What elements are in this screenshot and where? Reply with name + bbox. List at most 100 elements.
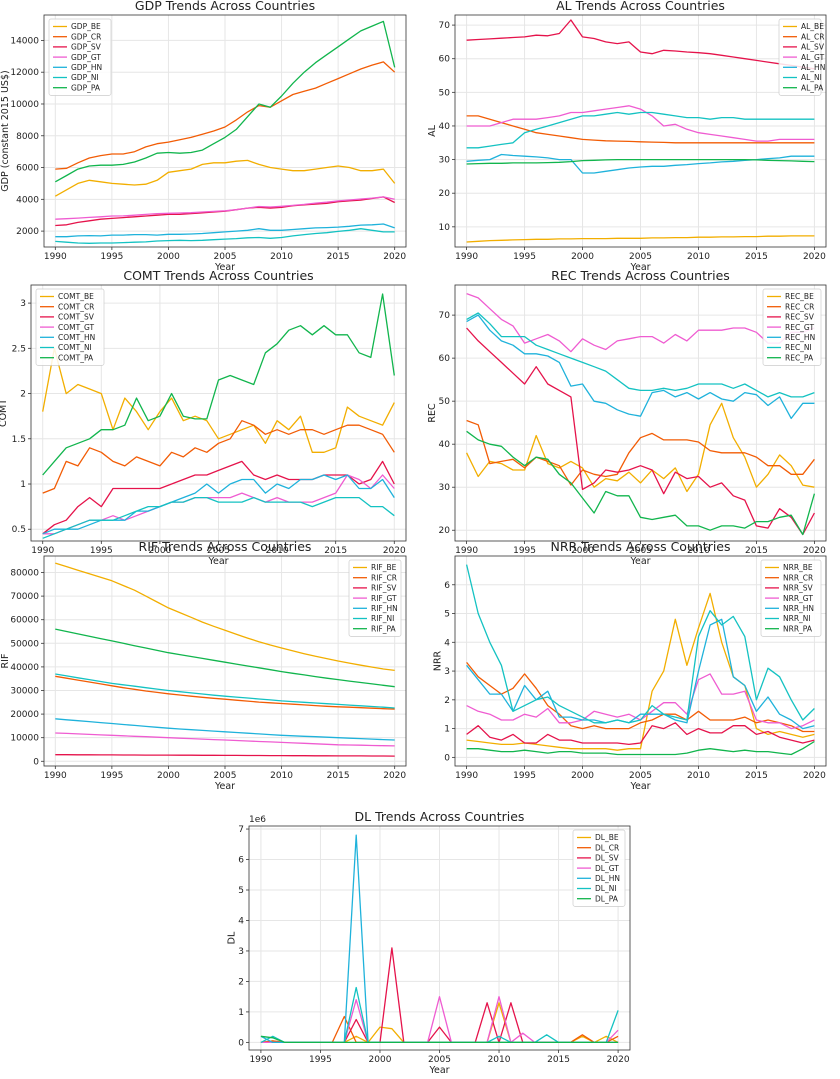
legend-entry: REC_NI <box>785 343 812 352</box>
legend-entry: AL_PA <box>801 83 824 92</box>
x-axis-label: Year <box>629 781 650 792</box>
x-tick-label: 1990 <box>455 252 478 262</box>
legend-entry: REC_PA <box>785 353 814 362</box>
y-tick-label: 4 <box>444 638 450 648</box>
x-tick-label: 2020 <box>383 546 406 556</box>
series-line-RIF_NI <box>55 673 395 709</box>
series-line-REC_BE <box>466 402 815 493</box>
x-tick-label: 1990 <box>44 771 67 781</box>
legend-entry: DL_GT <box>595 864 619 873</box>
legend-entry: RIF_SV <box>371 584 397 593</box>
y-tick-label: 30 <box>439 156 451 166</box>
legend-box <box>572 829 626 907</box>
y-tick-label: 20 <box>439 189 451 199</box>
y-tick-label: 40 <box>439 122 451 132</box>
series-line-REC_CR <box>466 419 815 486</box>
legend-entry: DL_HN <box>595 874 620 883</box>
x-tick-label: 2005 <box>214 771 237 781</box>
y-axis-label: GDP (constant 2015 US$) <box>0 70 11 191</box>
x-tick-label: 2015 <box>327 771 350 781</box>
y-tick-label: 6000 <box>16 164 39 174</box>
y-axis-label: REC <box>427 403 438 423</box>
y-axis-label: RIF <box>0 654 11 669</box>
y-tick-label: 4 <box>238 916 244 926</box>
legend: COMT_BECOMT_CRCOMT_SVCOMT_GTCOMT_HNCOMT_… <box>35 288 105 366</box>
chart-panel-1: 1990 1995 2000 2005 2010 2015 2020 10 20 30 40 50 60… <box>427 0 827 273</box>
chart-panel-6: 1990 1995 2000 2005 2010 2015 2020 0 1 2 3 4 5 6 7 DL T… <box>227 809 631 1076</box>
x-tick-label: 2005 <box>629 771 652 781</box>
legend-entry: REC_CR <box>785 302 814 311</box>
y-tick-label: 1 <box>444 725 450 735</box>
legend-entry: NRR_NI <box>783 614 811 623</box>
legend-entry: COMT_GT <box>58 323 94 332</box>
legend-entry: RIF_GT <box>371 594 397 603</box>
y-tick-label: 30000 <box>10 686 39 696</box>
x-tick-label: 1990 <box>44 252 67 262</box>
legend-entry: DL_PA <box>595 894 619 903</box>
legend-box <box>348 559 402 637</box>
legend-entry: COMT_SV <box>58 313 95 322</box>
x-tick-label: 2000 <box>148 546 171 556</box>
x-tick-label: 1990 <box>455 546 478 556</box>
x-tick-label: 2005 <box>629 546 652 556</box>
series-line-RIF_CR <box>55 675 395 710</box>
legend-entry: DL_CR <box>595 843 619 852</box>
y-tick-label: 20 <box>439 526 451 536</box>
y-tick-label: 40000 <box>10 663 39 673</box>
legend-box <box>35 288 105 366</box>
legend-entry: RIF_NI <box>371 614 394 623</box>
x-tick-label: 1995 <box>100 771 123 781</box>
y-tick-label: 60 <box>439 55 451 65</box>
legend-box <box>778 18 822 96</box>
series-line-AL_NI <box>466 111 815 149</box>
x-tick-label: 2015 <box>547 1055 570 1065</box>
x-tick-label: 2020 <box>383 252 406 262</box>
y-tick-label: 3 <box>20 299 26 309</box>
legend-entry: RIF_BE <box>371 563 397 572</box>
series-line-AL_BE <box>466 235 815 243</box>
x-tick-label: 2020 <box>383 771 406 781</box>
legend-entry: AL_BE <box>801 22 824 31</box>
series-line-NRR_PA <box>466 740 815 756</box>
y-tick-label: 30 <box>439 483 451 493</box>
y-tick-label: 60000 <box>10 616 39 626</box>
x-axis-label: Year <box>207 556 228 567</box>
legend-entry: NRR_PA <box>783 624 813 633</box>
y-tick-label: 10000 <box>10 734 39 744</box>
x-tick-label: 2000 <box>157 252 180 262</box>
series-line-REC_HN <box>466 314 815 420</box>
chart-panel-0: 1990 1995 2000 2005 2010 2015 2020 2000 4000 6000… <box>0 0 406 273</box>
x-tick-label: 2000 <box>571 252 594 262</box>
x-tick-label: 2005 <box>207 546 230 556</box>
legend-entry: NRR_GT <box>783 594 813 603</box>
legend-entry: GDP_GT <box>71 53 101 62</box>
series-line-AL_PA <box>466 158 815 165</box>
legend-entry: RIF_CR <box>371 573 397 582</box>
x-tick-label: 2005 <box>214 252 237 262</box>
chart-panel-5: 1990 1995 2000 2005 2010 2015 2020 0 1 2 3 4 5 6 NRR T… <box>433 539 827 792</box>
chart-title: NRR Trends Across Countries <box>550 539 730 554</box>
series-line-GDP_CR <box>55 61 396 170</box>
x-tick-label: 2015 <box>745 771 768 781</box>
legend-entry: NRR_CR <box>783 573 813 582</box>
legend-entry: GDP_SV <box>71 43 102 52</box>
y-tick-label: 3 <box>444 667 450 677</box>
x-tick-label: 2000 <box>157 771 180 781</box>
y-axis-label: COMT <box>0 399 9 427</box>
legend-entry: DL_SV <box>595 854 619 863</box>
x-tick-label: 2015 <box>745 546 768 556</box>
series-line-GDP_HN <box>55 223 395 238</box>
x-tick-label: 2015 <box>324 546 347 556</box>
series-line-REC_GT <box>466 292 815 353</box>
x-tick-label: 1995 <box>513 546 536 556</box>
y-tick-label: 6 <box>444 581 450 591</box>
y-tick-label: 2.5 <box>12 344 26 354</box>
legend-entry: COMT_HN <box>58 333 95 342</box>
legend-box <box>48 18 112 96</box>
x-tick-label: 1995 <box>513 252 536 262</box>
x-tick-label: 2010 <box>488 1055 511 1065</box>
chart-title: DL Trends Across Countries <box>355 809 525 824</box>
series-line-RIF_HN <box>55 718 395 741</box>
